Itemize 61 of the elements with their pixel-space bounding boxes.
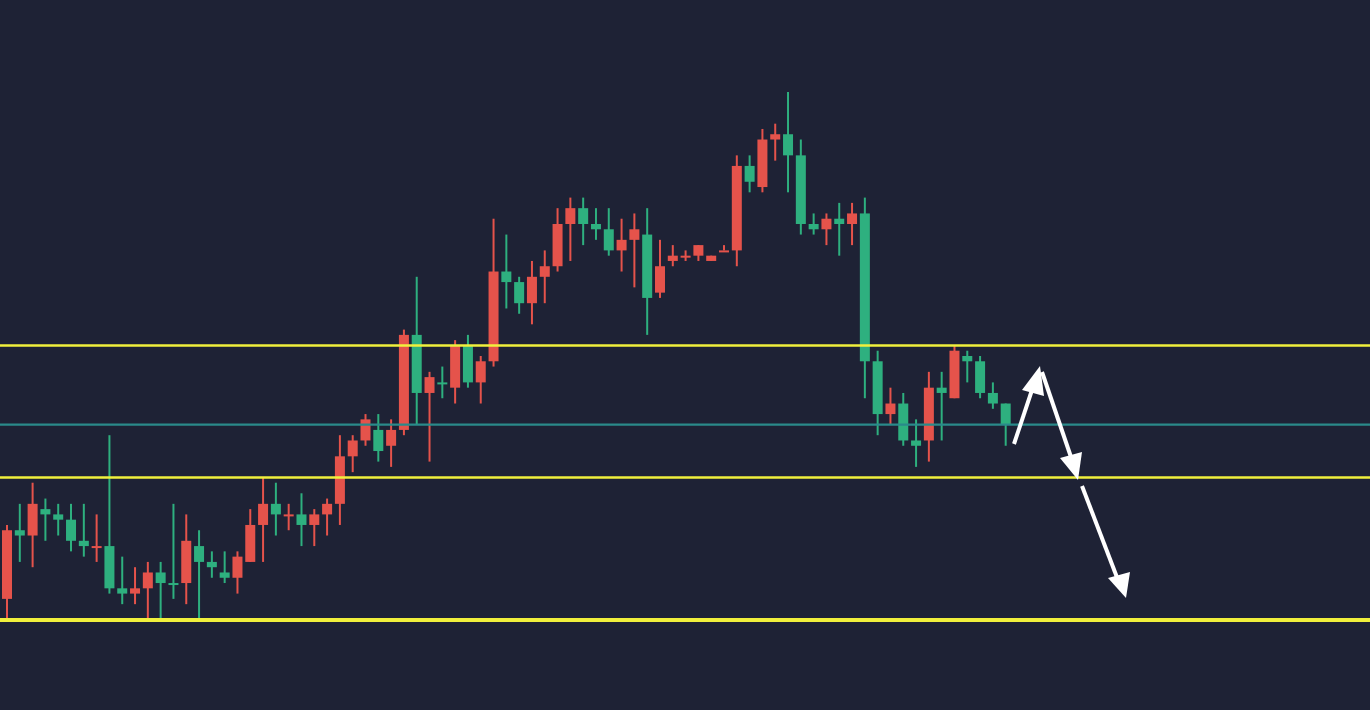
- candlestick: [565, 196, 576, 262]
- candlestick: [539, 249, 550, 305]
- candlestick: [270, 481, 281, 537]
- candlestick: [1000, 402, 1011, 447]
- candlestick: [808, 212, 819, 236]
- candlestick: [258, 476, 269, 563]
- candlestick: [386, 418, 397, 468]
- candlestick: [616, 217, 627, 273]
- candlestick: [975, 355, 986, 400]
- candlestick: [578, 196, 589, 247]
- candlestick: [206, 550, 217, 579]
- candlestick: [821, 212, 832, 247]
- candlestick: [885, 386, 896, 426]
- candlestick: [450, 339, 461, 405]
- candlestick: [91, 513, 102, 563]
- candlestick: [949, 344, 960, 400]
- candlestick: [322, 497, 333, 537]
- candlestick: [783, 92, 794, 194]
- candlestick: [14, 502, 25, 563]
- candlestick: [309, 508, 320, 548]
- candlestick: [142, 560, 153, 620]
- candlestick: [334, 434, 345, 526]
- candlestick: [590, 207, 601, 241]
- candlestick: [757, 127, 768, 194]
- candlestick: [104, 434, 115, 595]
- candlestick: [168, 502, 179, 600]
- candlestick: [40, 497, 51, 542]
- candlestick: [987, 381, 998, 410]
- candlestick: [629, 212, 640, 289]
- candlestick: [27, 481, 38, 569]
- candlestick: [936, 370, 947, 442]
- candlestick: [181, 513, 192, 606]
- candlestick: [911, 418, 922, 468]
- candlestick: [603, 207, 614, 257]
- candlestick: [847, 201, 858, 247]
- candlestick: [526, 259, 537, 326]
- candlestick: [373, 413, 384, 463]
- candlestick: [194, 529, 205, 620]
- candlestick: [66, 502, 77, 553]
- candlestick: [514, 275, 525, 315]
- candlestick: [437, 365, 448, 400]
- candlestick: [475, 355, 486, 405]
- candlestick: [347, 434, 358, 474]
- candlestick: [834, 201, 845, 257]
- candlestick: [296, 492, 307, 548]
- candlestick: [130, 566, 141, 606]
- candlestick: [155, 560, 166, 620]
- candlestick: [744, 154, 755, 194]
- candlestick: [283, 502, 294, 532]
- candlestick: [501, 233, 512, 310]
- candlestick: [424, 370, 435, 463]
- candlestick: [117, 555, 128, 606]
- candlestick: [552, 207, 563, 273]
- candlestick: [219, 550, 230, 585]
- candlestick: [770, 122, 781, 162]
- candlestick: [719, 244, 730, 253]
- candlestick: [962, 349, 973, 384]
- candlestick: [462, 333, 473, 389]
- candlestick: [53, 502, 64, 537]
- candlestick: [78, 502, 89, 558]
- candlestick: [654, 238, 665, 299]
